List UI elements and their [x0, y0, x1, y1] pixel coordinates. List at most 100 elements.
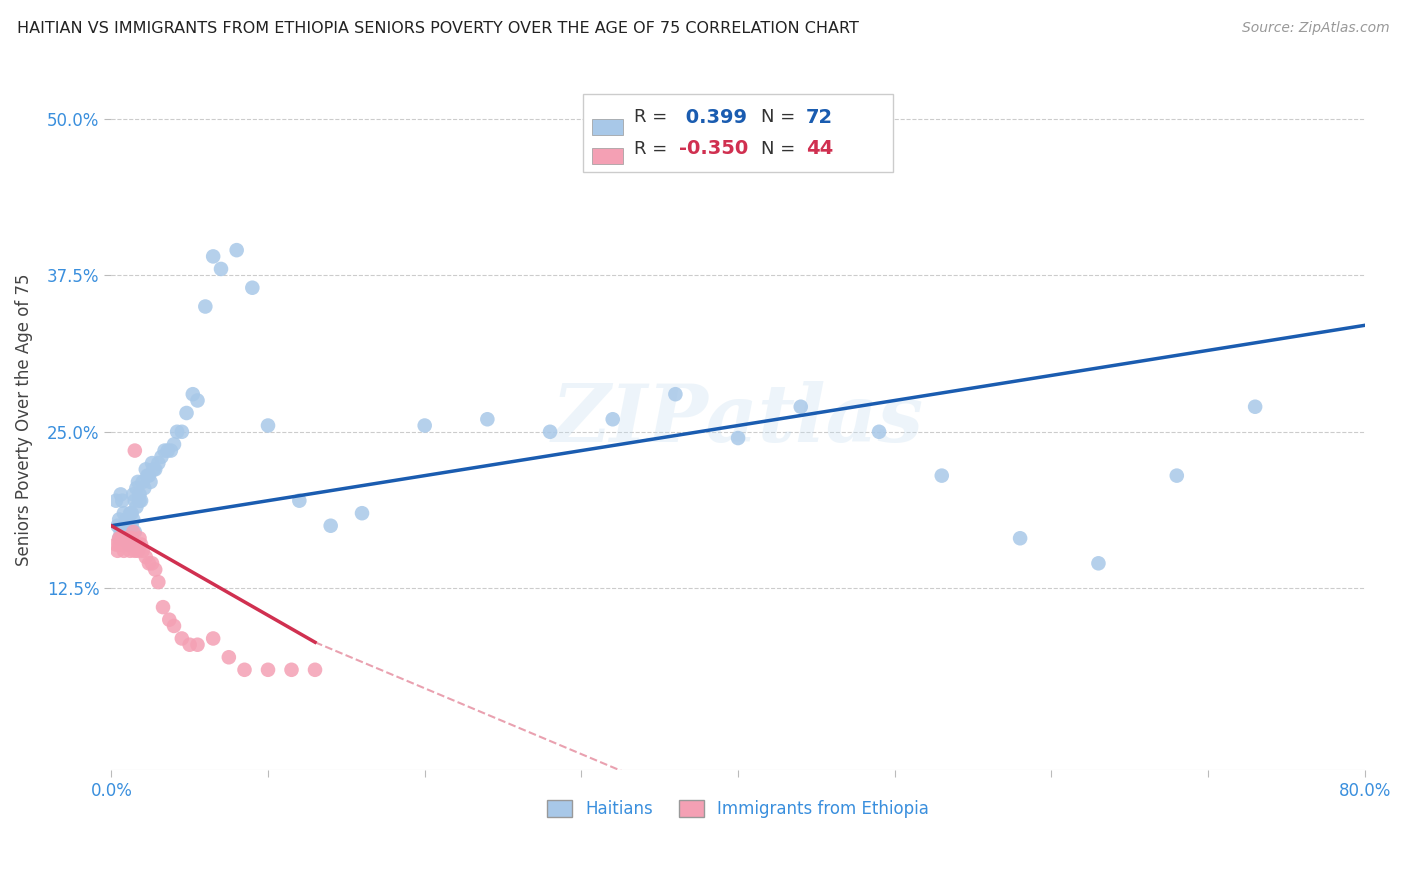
Point: [931, 468, 953, 483]
Point: [280, 663, 302, 677]
Point: [112, 531, 135, 545]
Point: [121, 518, 143, 533]
Point: [128, 531, 150, 545]
Point: [127, 475, 149, 489]
Point: [131, 475, 153, 489]
Point: [141, 557, 163, 571]
Point: [135, 549, 157, 564]
Point: [1010, 531, 1032, 545]
Point: [124, 524, 146, 539]
Point: [148, 456, 170, 470]
Point: [107, 543, 129, 558]
Point: [1087, 557, 1109, 571]
Text: Source: ZipAtlas.com: Source: ZipAtlas.com: [1241, 21, 1389, 35]
Point: [538, 425, 561, 439]
Point: [122, 487, 145, 501]
Point: [790, 400, 813, 414]
Point: [120, 518, 142, 533]
Point: [233, 663, 256, 677]
Point: [664, 387, 686, 401]
Legend: Haitians, Immigrants from Ethiopia: Haitians, Immigrants from Ethiopia: [541, 793, 935, 825]
Text: N =: N =: [761, 140, 800, 158]
Point: [129, 537, 152, 551]
Text: ZIPatlas: ZIPatlas: [553, 381, 924, 458]
Point: [121, 537, 143, 551]
Point: [108, 512, 131, 526]
Point: [125, 537, 148, 551]
Text: 72: 72: [806, 108, 832, 127]
Point: [110, 487, 132, 501]
Point: [128, 493, 150, 508]
Point: [1166, 468, 1188, 483]
Point: [120, 531, 142, 545]
Y-axis label: Seniors Poverty Over the Age of 75: Seniors Poverty Over the Age of 75: [15, 273, 32, 566]
Point: [143, 563, 166, 577]
Point: [304, 663, 326, 677]
Point: [288, 493, 311, 508]
Point: [108, 531, 131, 545]
Point: [110, 537, 132, 551]
Text: R =: R =: [634, 108, 673, 126]
Point: [153, 443, 176, 458]
Point: [170, 632, 193, 646]
Text: 0.399: 0.399: [679, 108, 747, 127]
Point: [131, 543, 153, 558]
Text: 44: 44: [806, 139, 832, 158]
Point: [202, 632, 225, 646]
Point: [120, 543, 142, 558]
Point: [107, 518, 129, 533]
Point: [105, 493, 128, 508]
Point: [152, 600, 174, 615]
Text: HAITIAN VS IMMIGRANTS FROM ETHIOPIA SENIORS POVERTY OVER THE AGE OF 75 CORRELATI: HAITIAN VS IMMIGRANTS FROM ETHIOPIA SENI…: [17, 21, 859, 36]
Point: [143, 462, 166, 476]
Point: [135, 462, 157, 476]
Point: [121, 506, 143, 520]
Point: [413, 418, 436, 433]
Point: [176, 406, 198, 420]
Point: [202, 249, 225, 263]
Point: [319, 518, 342, 533]
Point: [108, 537, 131, 551]
Point: [114, 531, 136, 545]
Point: [108, 531, 131, 545]
Point: [117, 518, 139, 533]
Point: [179, 638, 201, 652]
Point: [115, 531, 138, 545]
Point: [122, 512, 145, 526]
Point: [257, 418, 280, 433]
Point: [727, 431, 749, 445]
Point: [111, 531, 134, 545]
Point: [128, 487, 150, 501]
Point: [194, 300, 217, 314]
Point: [114, 537, 136, 551]
Point: [181, 387, 204, 401]
Point: [141, 456, 163, 470]
Point: [139, 475, 162, 489]
Point: [114, 531, 136, 545]
Point: [186, 638, 208, 652]
Point: [115, 512, 138, 526]
Point: [112, 506, 135, 520]
Point: [111, 493, 134, 508]
Point: [156, 443, 179, 458]
Point: [240, 281, 263, 295]
Point: [136, 468, 159, 483]
Point: [157, 613, 180, 627]
Point: [150, 450, 173, 464]
Point: [257, 663, 280, 677]
Point: [134, 481, 156, 495]
Point: [225, 243, 247, 257]
Point: [125, 481, 148, 495]
Point: [129, 493, 152, 508]
Point: [127, 543, 149, 558]
Text: N =: N =: [761, 108, 800, 126]
Point: [124, 493, 146, 508]
Point: [122, 524, 145, 539]
Point: [218, 650, 240, 665]
Point: [142, 462, 165, 476]
Point: [117, 537, 139, 551]
Point: [163, 437, 186, 451]
Point: [121, 531, 143, 545]
Point: [105, 537, 128, 551]
Point: [209, 262, 232, 277]
